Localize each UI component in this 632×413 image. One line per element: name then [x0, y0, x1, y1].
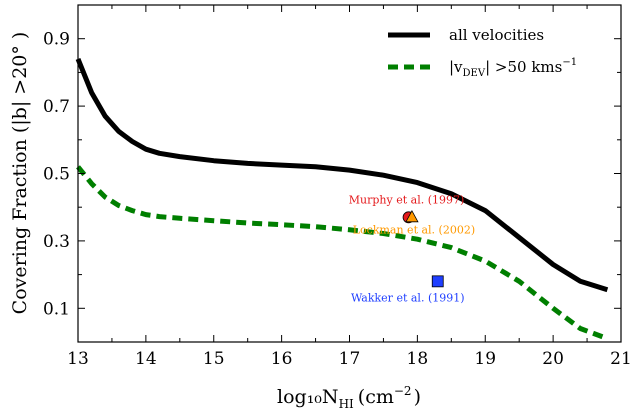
plot-frame [77, 4, 622, 343]
point-annotation: Lockman et al. (2002) [353, 223, 475, 236]
x-tick-label: 20 [542, 349, 564, 369]
x-tick-label: 13 [67, 349, 89, 369]
x-tick-label: 15 [203, 349, 225, 369]
legend-label-vdev: |vDEV| >50 kms−1 [449, 57, 577, 79]
plot-marks: Murphy et al. (1997) Lockman et al. (2002… [75, 57, 609, 341]
data-point-square [431, 275, 444, 288]
x-tick-label: 17 [339, 349, 361, 369]
legend: all velocities |vDEV| >50 kms−1 [388, 26, 577, 79]
legend-label-all-velocities: all velocities [449, 26, 544, 44]
series-line-0 [75, 57, 609, 293]
y-tick-label: 0.1 [43, 299, 70, 319]
axis-ticks: 13 14 15 16 17 18 19 20 21 0.1 0.3 0.5 0.7 0.9 [43, 4, 632, 369]
y-tick-label: 0.3 [43, 232, 70, 252]
series-line-1 [76, 165, 609, 341]
x-tick-label: 14 [135, 349, 157, 369]
y-tick-label: 0.9 [43, 30, 70, 50]
x-tick-label: 19 [474, 349, 496, 369]
y-tick-label: 0.7 [43, 97, 70, 117]
point-annotation: Murphy et al. (1997) [349, 193, 465, 206]
x-axis-label: log₁₀NHI (cm−2) [277, 384, 421, 411]
y-tick-label: 0.5 [43, 165, 70, 185]
point-annotation: Wakker et al. (1991) [351, 291, 465, 304]
x-tick-label: 18 [407, 349, 429, 369]
x-tick-label: 16 [271, 349, 293, 369]
data-point-triangle [405, 209, 419, 223]
y-axis-label: Covering Fraction (|b| >20° ) [9, 32, 31, 315]
x-tick-label: 21 [610, 349, 632, 369]
